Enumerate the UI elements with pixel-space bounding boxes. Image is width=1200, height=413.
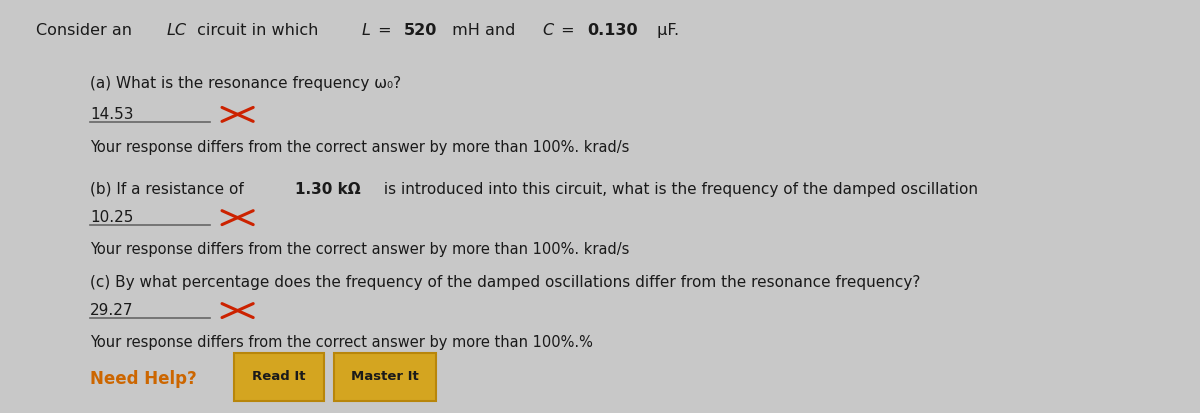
Text: Your response differs from the correct answer by more than 100%.%: Your response differs from the correct a… <box>90 335 593 350</box>
Text: =: = <box>373 23 397 38</box>
FancyBboxPatch shape <box>334 353 436 401</box>
FancyBboxPatch shape <box>234 353 324 401</box>
Text: C: C <box>542 23 553 38</box>
Text: 1.30 kΩ: 1.30 kΩ <box>295 182 360 197</box>
Text: mH and: mH and <box>448 23 521 38</box>
Text: LC: LC <box>167 23 186 38</box>
Text: (b) If a resistance of: (b) If a resistance of <box>90 182 248 197</box>
Text: Your response differs from the correct answer by more than 100%. krad/s: Your response differs from the correct a… <box>90 242 629 256</box>
Text: (a) What is the resonance frequency ω₀?: (a) What is the resonance frequency ω₀? <box>90 76 401 91</box>
Text: Master It: Master It <box>350 370 419 383</box>
Text: 29.27: 29.27 <box>90 303 133 318</box>
Text: μF.: μF. <box>653 23 679 38</box>
Text: =: = <box>557 23 580 38</box>
Text: 520: 520 <box>404 23 438 38</box>
Text: is introduced into this circuit, what is the frequency of the damped oscillation: is introduced into this circuit, what is… <box>379 182 978 197</box>
Text: 10.25: 10.25 <box>90 210 133 225</box>
Text: Read It: Read It <box>252 370 306 383</box>
Text: (c) By what percentage does the frequency of the damped oscillations differ from: (c) By what percentage does the frequenc… <box>90 275 920 290</box>
Text: 14.53: 14.53 <box>90 107 133 121</box>
Text: Consider an: Consider an <box>36 23 137 38</box>
Text: Your response differs from the correct answer by more than 100%. krad/s: Your response differs from the correct a… <box>90 140 629 155</box>
Text: circuit in which: circuit in which <box>192 23 324 38</box>
Text: Need Help?: Need Help? <box>90 370 197 388</box>
Text: L: L <box>362 23 371 38</box>
Text: 0.130: 0.130 <box>587 23 637 38</box>
